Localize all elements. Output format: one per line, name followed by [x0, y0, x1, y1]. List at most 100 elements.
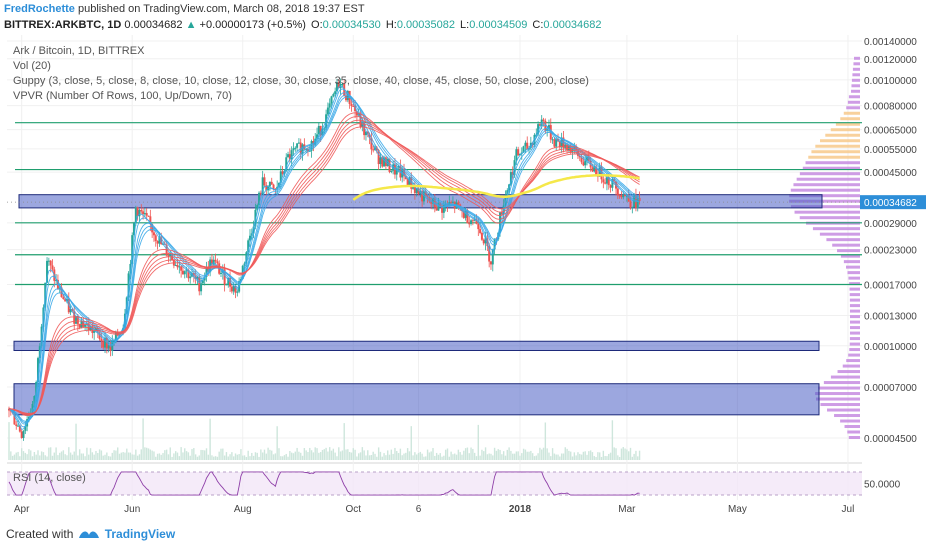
vpvr-indicator-label[interactable]: VPVR (Number Of Rows, 100, Up/Down, 70) [13, 90, 232, 102]
candle-body [329, 103, 331, 107]
volume-bar [615, 448, 616, 460]
volume-bar [228, 456, 229, 460]
candle-body [50, 261, 52, 266]
candle-body [287, 154, 289, 157]
candle-body [452, 202, 454, 203]
last-price: 0.00034682 [124, 19, 182, 31]
volume-bar [354, 450, 355, 460]
volume-bar [257, 453, 258, 460]
brand-name[interactable]: TradingView [105, 527, 175, 541]
volume-bar [217, 457, 218, 460]
candle-body [220, 273, 222, 274]
volume-bar [209, 419, 210, 460]
volume-bar [539, 448, 540, 460]
volume-bar [240, 449, 241, 460]
volume-bar [113, 450, 114, 460]
volume-bar [427, 450, 428, 460]
volume-bar [628, 451, 629, 460]
volume-bar [637, 456, 638, 460]
vpvr-bar [847, 431, 860, 434]
y-tick-label: 0.00080000 [864, 102, 917, 113]
volume-bar [305, 450, 306, 460]
volume-bar [197, 457, 198, 460]
volume-bar [452, 454, 453, 460]
candle-body [390, 171, 392, 172]
volume-bar [498, 449, 499, 460]
volume-bar [392, 454, 393, 460]
vpvr-bar [831, 376, 860, 379]
volume-bar [218, 452, 219, 460]
candle-body [524, 143, 526, 147]
volume-bar [86, 448, 87, 460]
volume-bar [554, 454, 555, 460]
guppy-indicator-label[interactable]: Guppy (3, close, 5, close, 8, close, 10,… [13, 75, 589, 87]
vpvr-bar [820, 403, 860, 406]
candle-body [515, 149, 517, 160]
volume-bar [461, 455, 462, 460]
volume-bar [202, 450, 203, 460]
volume-bar [307, 452, 308, 460]
vpvr-bar [850, 326, 860, 329]
candle-body [178, 266, 180, 267]
y-tick-label: 0.00045000 [864, 168, 917, 179]
volume-bar [101, 450, 102, 460]
volume-bar [577, 452, 578, 460]
volume-bar [347, 449, 348, 460]
volume-bar [383, 453, 384, 460]
author-name[interactable]: FredRochette [4, 3, 75, 15]
volume-bar [367, 450, 368, 460]
volume-bar [84, 456, 85, 460]
volume-bar [168, 454, 169, 460]
volume-bar [488, 453, 489, 460]
volume-bar [624, 449, 625, 460]
vpvr-bar [840, 117, 860, 120]
volume-bar [148, 448, 149, 460]
volume-bar [429, 452, 430, 460]
volume-bar [162, 453, 163, 460]
volume-bar [280, 456, 281, 460]
chart-area[interactable]: 0.00140000 0.00120000 0.00100000 0.00080000… [7, 35, 865, 535]
vpvr-bar [850, 315, 860, 318]
volume-bar [603, 451, 604, 460]
high-value: 0.00035082 [397, 19, 455, 31]
volume-bar [35, 455, 36, 460]
volume-bar [403, 454, 404, 460]
rsi-indicator-label[interactable]: RSI (14, close) [13, 472, 86, 484]
volume-bar [88, 455, 89, 460]
volume-bar [21, 448, 22, 460]
x-tick-label: Apr [14, 504, 30, 515]
candle-body [148, 216, 150, 217]
candle-body [236, 292, 238, 293]
volume-bar [586, 455, 587, 460]
volume-bar [425, 456, 426, 460]
high-label: H: [386, 19, 397, 31]
candle-body [142, 211, 144, 214]
volume-bar [289, 451, 290, 460]
volume-bar [238, 454, 239, 460]
candle-body [108, 345, 110, 348]
volume-bar [251, 453, 252, 460]
price-chart-svg[interactable]: 0.00140000 0.00120000 0.00100000 0.00080000… [7, 35, 932, 535]
volume-bar [503, 451, 504, 460]
candle-body [189, 277, 191, 279]
close-label: C: [532, 19, 543, 31]
volume-bar [546, 448, 547, 460]
volume-bar [369, 455, 370, 460]
volume-bar [421, 454, 422, 460]
volume-indicator-label[interactable]: Vol (20) [13, 60, 51, 72]
volume-bar [320, 452, 321, 460]
candle-body [292, 148, 294, 150]
volume-bar [342, 450, 343, 460]
volume-bar [93, 455, 94, 460]
volume-bar [613, 447, 614, 460]
volume-bar [52, 456, 53, 460]
volume-bar [247, 451, 248, 460]
vpvr-bar [826, 238, 860, 241]
volume-bar [16, 453, 17, 460]
volume-bar [166, 450, 167, 460]
volume-bar [242, 456, 243, 460]
candle-body [155, 235, 157, 241]
volume-bar [548, 453, 549, 460]
volume-bar [17, 452, 18, 460]
volume-bar [316, 448, 317, 460]
